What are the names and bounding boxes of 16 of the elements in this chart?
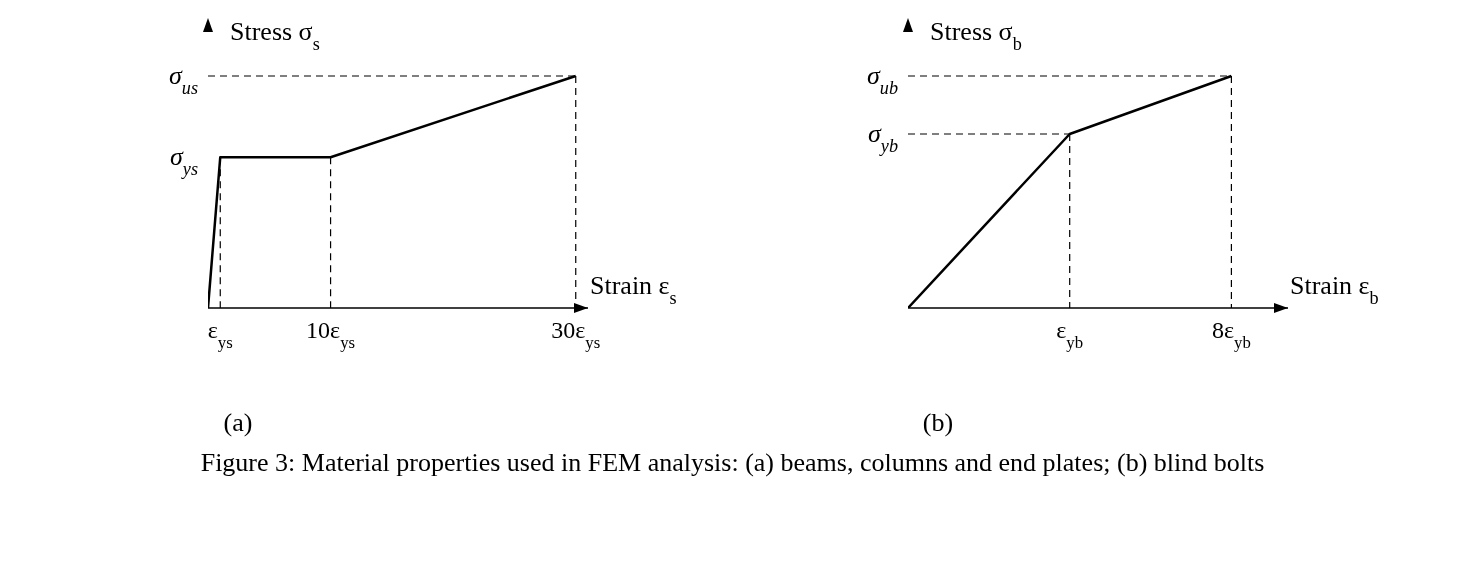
x-tick-label: ε$_{ys}$ (207, 317, 233, 352)
x-axis-title: Strain ε$_{s}$ (590, 271, 677, 308)
x-tick-label: ε$_{yb}$ (1056, 317, 1084, 352)
x-tick-label: 10ε$_{ys}$ (306, 317, 356, 352)
series-label: σ$_{ys}$ (170, 142, 198, 180)
legend-label: σ$_{ub}$ (866, 61, 898, 98)
x-tick-label: 8ε$_{yb}$ (1211, 317, 1251, 352)
text: (a) (222, 408, 254, 438)
legend-label: σ$_{us}$ (169, 61, 198, 98)
caption: Figure 3: Material properties used in FEM analysis: (a) beams, columns and end plates; (b) blind bolts (199, 448, 1266, 478)
y-axis-title: Stress σ$_{s}$ (230, 17, 320, 54)
series-label: σ$_{yb}$ (868, 119, 898, 156)
x-tick-label: 30ε$_{ys}$ (551, 317, 601, 352)
y-axis-title: Stress σ$_{b}$ (930, 17, 1022, 54)
x-axis-title: Strain ε$_{b}$ (1290, 271, 1379, 308)
text: (b) (921, 408, 955, 438)
